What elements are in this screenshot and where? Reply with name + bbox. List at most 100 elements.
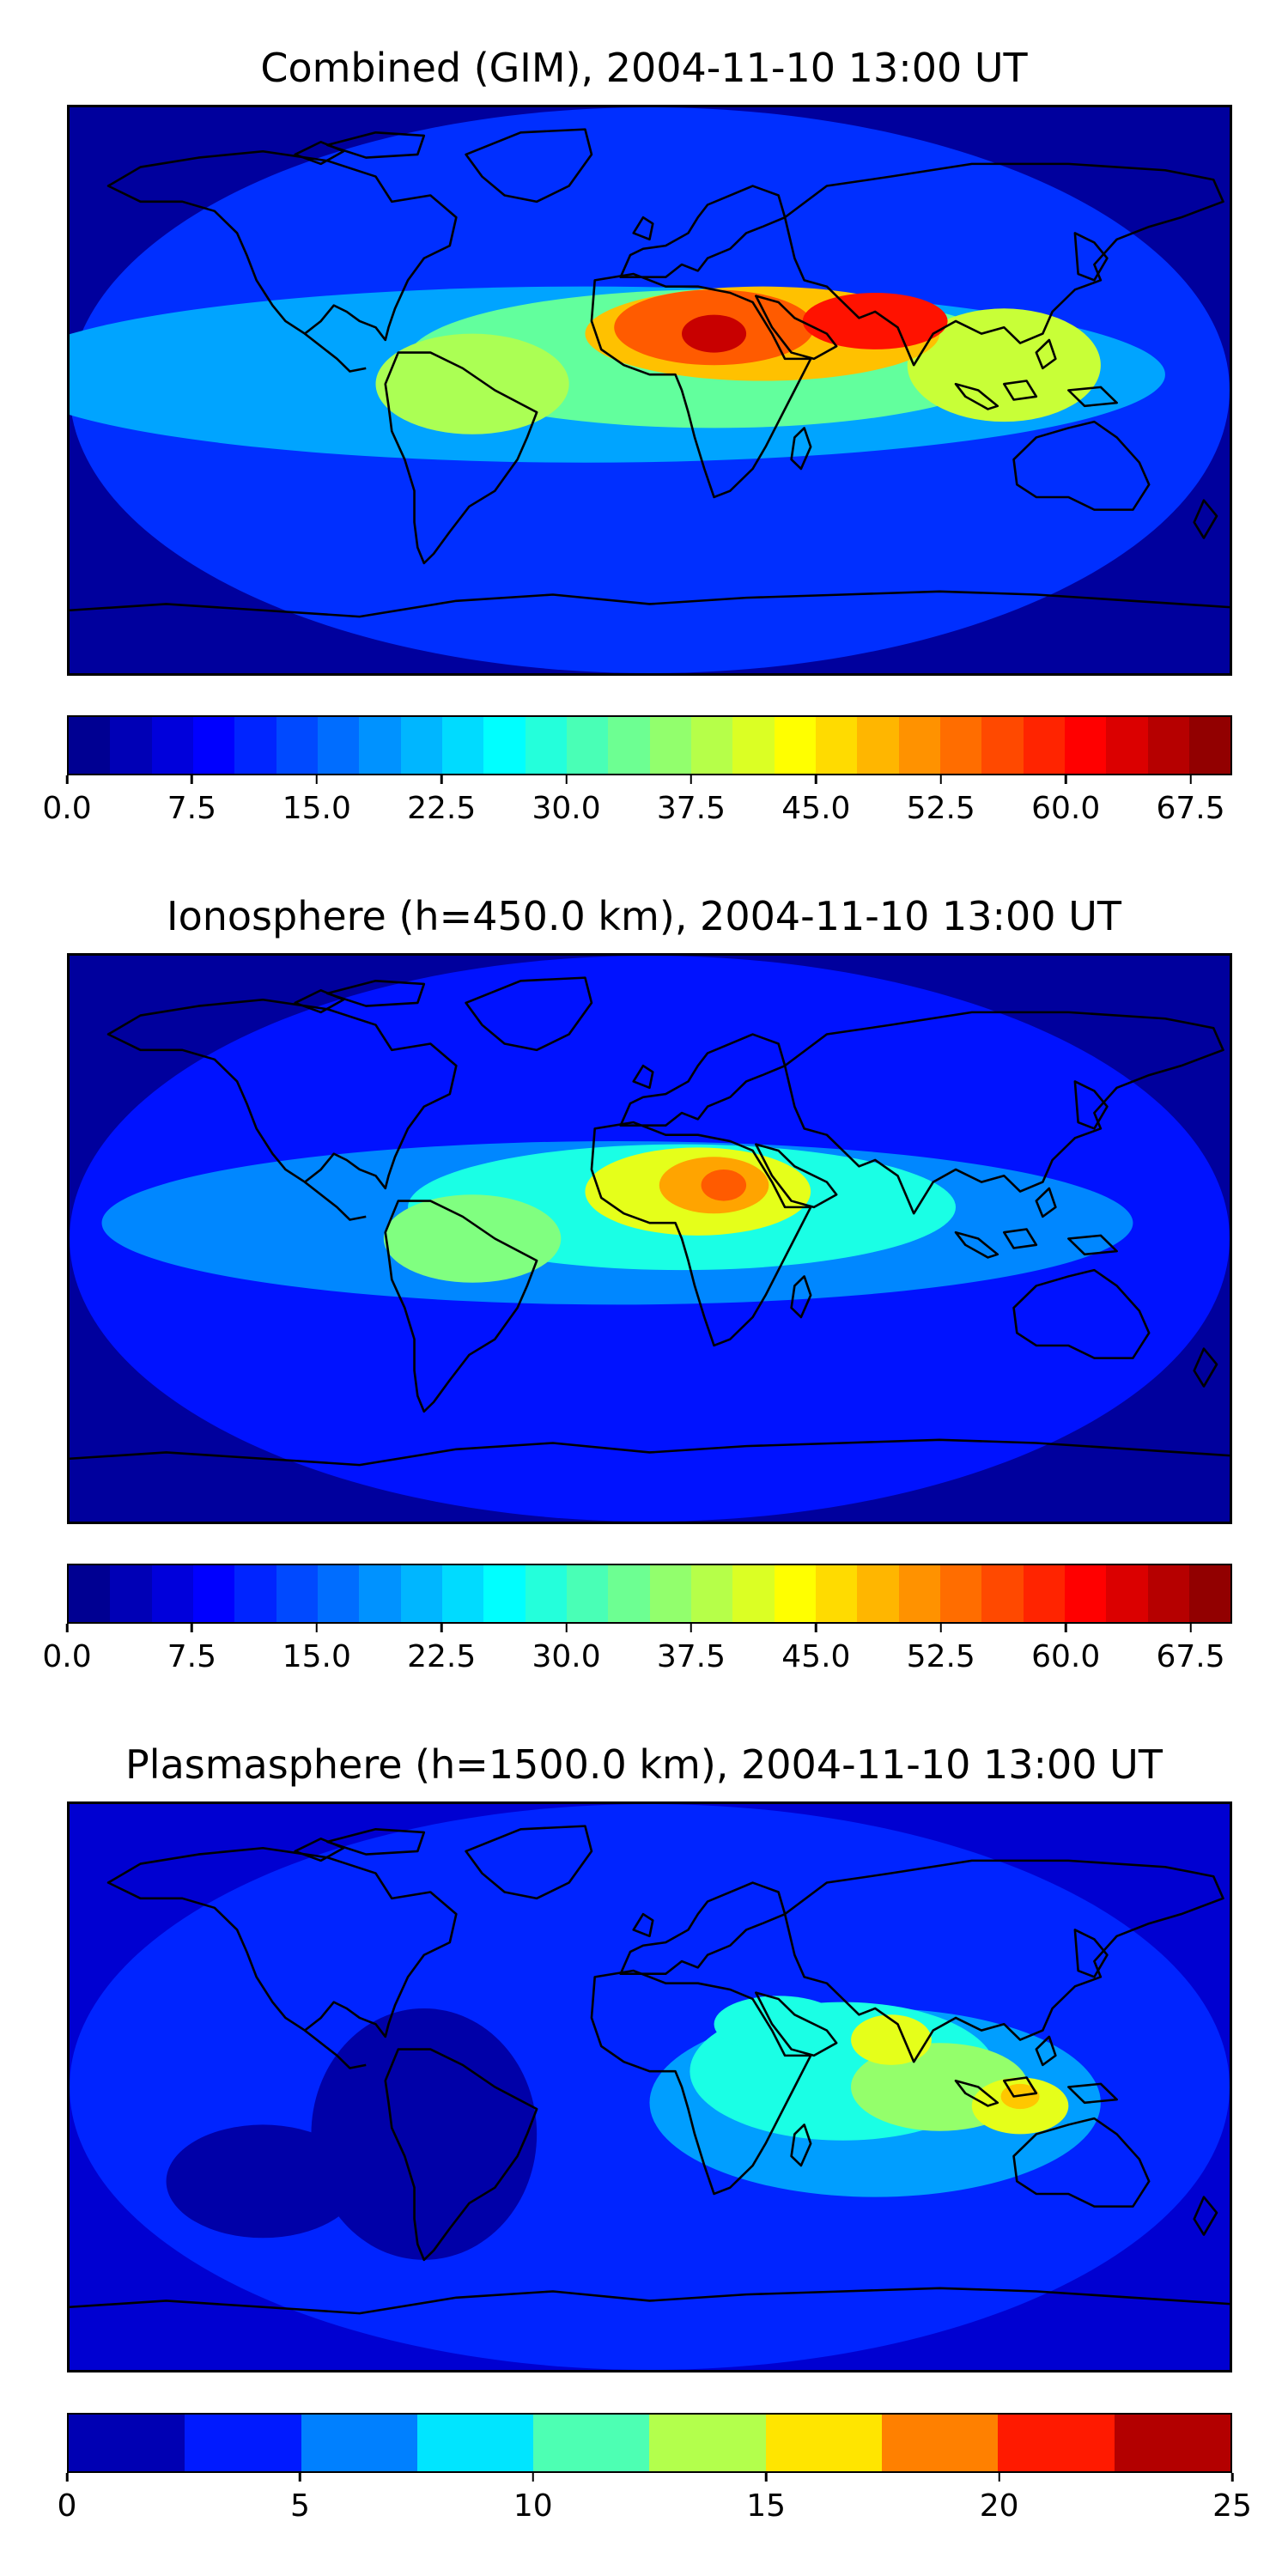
field-contour: [701, 1169, 747, 1201]
colorbar-tick: [1189, 1624, 1192, 1632]
heatmap-combined-plot: [70, 107, 1230, 673]
colorbar-tick: [690, 775, 693, 784]
colorbar-tick-label: 30.0: [532, 1639, 601, 1674]
colorbar-tick: [65, 2473, 69, 2482]
colorbar-swatch: [69, 717, 111, 774]
heatmap-ionosphere-plot: [70, 956, 1230, 1522]
colorbar-swatch: [981, 717, 1024, 774]
colorbar-tick-label: 20: [979, 2488, 1019, 2524]
colorbar-swatch: [110, 1565, 152, 1622]
field-contour: [682, 314, 747, 353]
field-contour: [311, 2008, 538, 2260]
colorbar-tick-label: 37.5: [656, 1639, 726, 1674]
field-contour: [375, 333, 569, 434]
colorbar-tick-label: 67.5: [1156, 1639, 1225, 1674]
colorbar-tick-label: 67.5: [1156, 791, 1225, 826]
colorbar-tick: [65, 1624, 69, 1632]
colorbar-tick-label: 15: [746, 2488, 787, 2524]
chart-title-plasmasphere: Plasmasphere (h=1500.0 km), 2004-11-10 1…: [125, 1741, 1163, 1788]
colorbar-swatch: [276, 717, 318, 774]
colorbar-tick-label: 22.5: [407, 1639, 477, 1674]
field-contour: [714, 1996, 843, 2053]
colorbar-swatch: [649, 1565, 691, 1622]
field-contour: [907, 308, 1101, 422]
colorbar-tick: [764, 2473, 768, 2482]
field-combined: [70, 107, 1230, 673]
colorbar-swatch: [192, 717, 235, 774]
heatmap-ionosphere: [67, 953, 1232, 1524]
colorbar-swatch: [69, 1565, 111, 1622]
colorbar-tick-label: 10: [513, 2488, 553, 2524]
colorbar-ticks-ionosphere: 0.0 7.5 15.0 22.5 30.0 37.5 45.0 52.5 60.0 67.5: [42, 1624, 1232, 1674]
colorbar-tick-label: 0.0: [42, 791, 92, 826]
colorbar-swatch: [525, 1565, 567, 1622]
colorbar-swatch: [690, 717, 733, 774]
colorbar-tick-label: 15.0: [282, 1639, 351, 1674]
colorbar-swatch: [151, 1565, 193, 1622]
colorbar-tick-label: 60.0: [1031, 791, 1101, 826]
colorbar-tick: [315, 775, 319, 784]
colorbar-tick-label: 25: [1212, 2488, 1252, 2524]
colorbar-tick: [191, 1624, 193, 1632]
colorbar-tick-label: 7.5: [167, 1639, 217, 1674]
colorbar-tick: [1064, 1624, 1067, 1632]
colorbar-swatch: [317, 717, 360, 774]
colorbar-swatch: [857, 1565, 899, 1622]
colorbar-swatch: [416, 2415, 534, 2471]
colorbar-swatch: [69, 2415, 185, 2471]
heatmap-combined: [67, 105, 1232, 676]
colorbar-swatch: [690, 1565, 733, 1622]
colorbar-tick: [1230, 2473, 1234, 2482]
colorbar-tick: [191, 775, 193, 784]
colorbar-swatch: [525, 717, 567, 774]
colorbar-tick: [440, 1624, 443, 1632]
colorbar-swatch: [1106, 1565, 1148, 1622]
colorbar-swatch: [1064, 717, 1107, 774]
colorbar-swatch: [441, 1565, 484, 1622]
colorbar-swatch: [857, 717, 899, 774]
colorbar-tick: [998, 2473, 1000, 2482]
colorbar-swatch: [533, 2415, 650, 2471]
colorbar-swatch: [774, 1565, 816, 1622]
colorbar-tick-label: 52.5: [906, 1639, 975, 1674]
colorbar-swatch: [1023, 717, 1065, 774]
colorbar-swatch: [234, 1565, 276, 1622]
colorbar-swatch: [939, 717, 982, 774]
colorbar-swatch: [110, 717, 152, 774]
colorbar-swatch: [192, 1565, 235, 1622]
colorbar-tick-label: 45.0: [781, 791, 851, 826]
colorbar-swatch: [1188, 717, 1231, 774]
colorbar-tick: [939, 1624, 942, 1632]
field-plasmasphere: [70, 1804, 1230, 2370]
heatmap-plasmasphere-plot: [70, 1804, 1230, 2370]
colorbar-swatch: [608, 717, 650, 774]
chart-title-combined: Combined (GIM), 2004-11-10 13:00 UT: [260, 45, 1028, 91]
colorbar-swatch: [1106, 717, 1148, 774]
colorbar-tick-label: 22.5: [407, 791, 477, 826]
colorbar-swatch: [774, 717, 816, 774]
colorbar-tick-label: 15.0: [282, 791, 351, 826]
colorbar-swatch: [301, 2415, 417, 2471]
colorbar-ticks-combined: 0.0 7.5 15.0 22.5 30.0 37.5 45.0 52.5 60.0 67.5: [42, 775, 1232, 826]
colorbar-swatch: [441, 717, 484, 774]
colorbar-swatch: [566, 1565, 609, 1622]
colorbar-tick-label: 0.0: [42, 1639, 92, 1674]
colorbar-swatch: [483, 717, 526, 774]
colorbar-swatch: [939, 1565, 982, 1622]
colorbar-tick-label: 30.0: [532, 791, 601, 826]
colorbar-combined: [67, 715, 1232, 775]
colorbar-swatch: [400, 717, 442, 774]
colorbar-swatch: [400, 1565, 442, 1622]
colorbar-swatch: [1147, 717, 1189, 774]
field-contour: [851, 2014, 932, 2065]
colorbar-swatch: [732, 717, 775, 774]
colorbar-tick: [532, 2473, 535, 2482]
field-ionosphere: [70, 956, 1230, 1522]
colorbar-swatch: [1064, 1565, 1107, 1622]
colorbar-tick-label: 5: [289, 2488, 310, 2524]
colorbar-tick-label: 37.5: [656, 791, 726, 826]
colorbar-tick: [690, 1624, 693, 1632]
colorbar-swatch: [359, 717, 401, 774]
colorbar-tick: [315, 1624, 319, 1632]
colorbar-tick: [565, 775, 568, 784]
